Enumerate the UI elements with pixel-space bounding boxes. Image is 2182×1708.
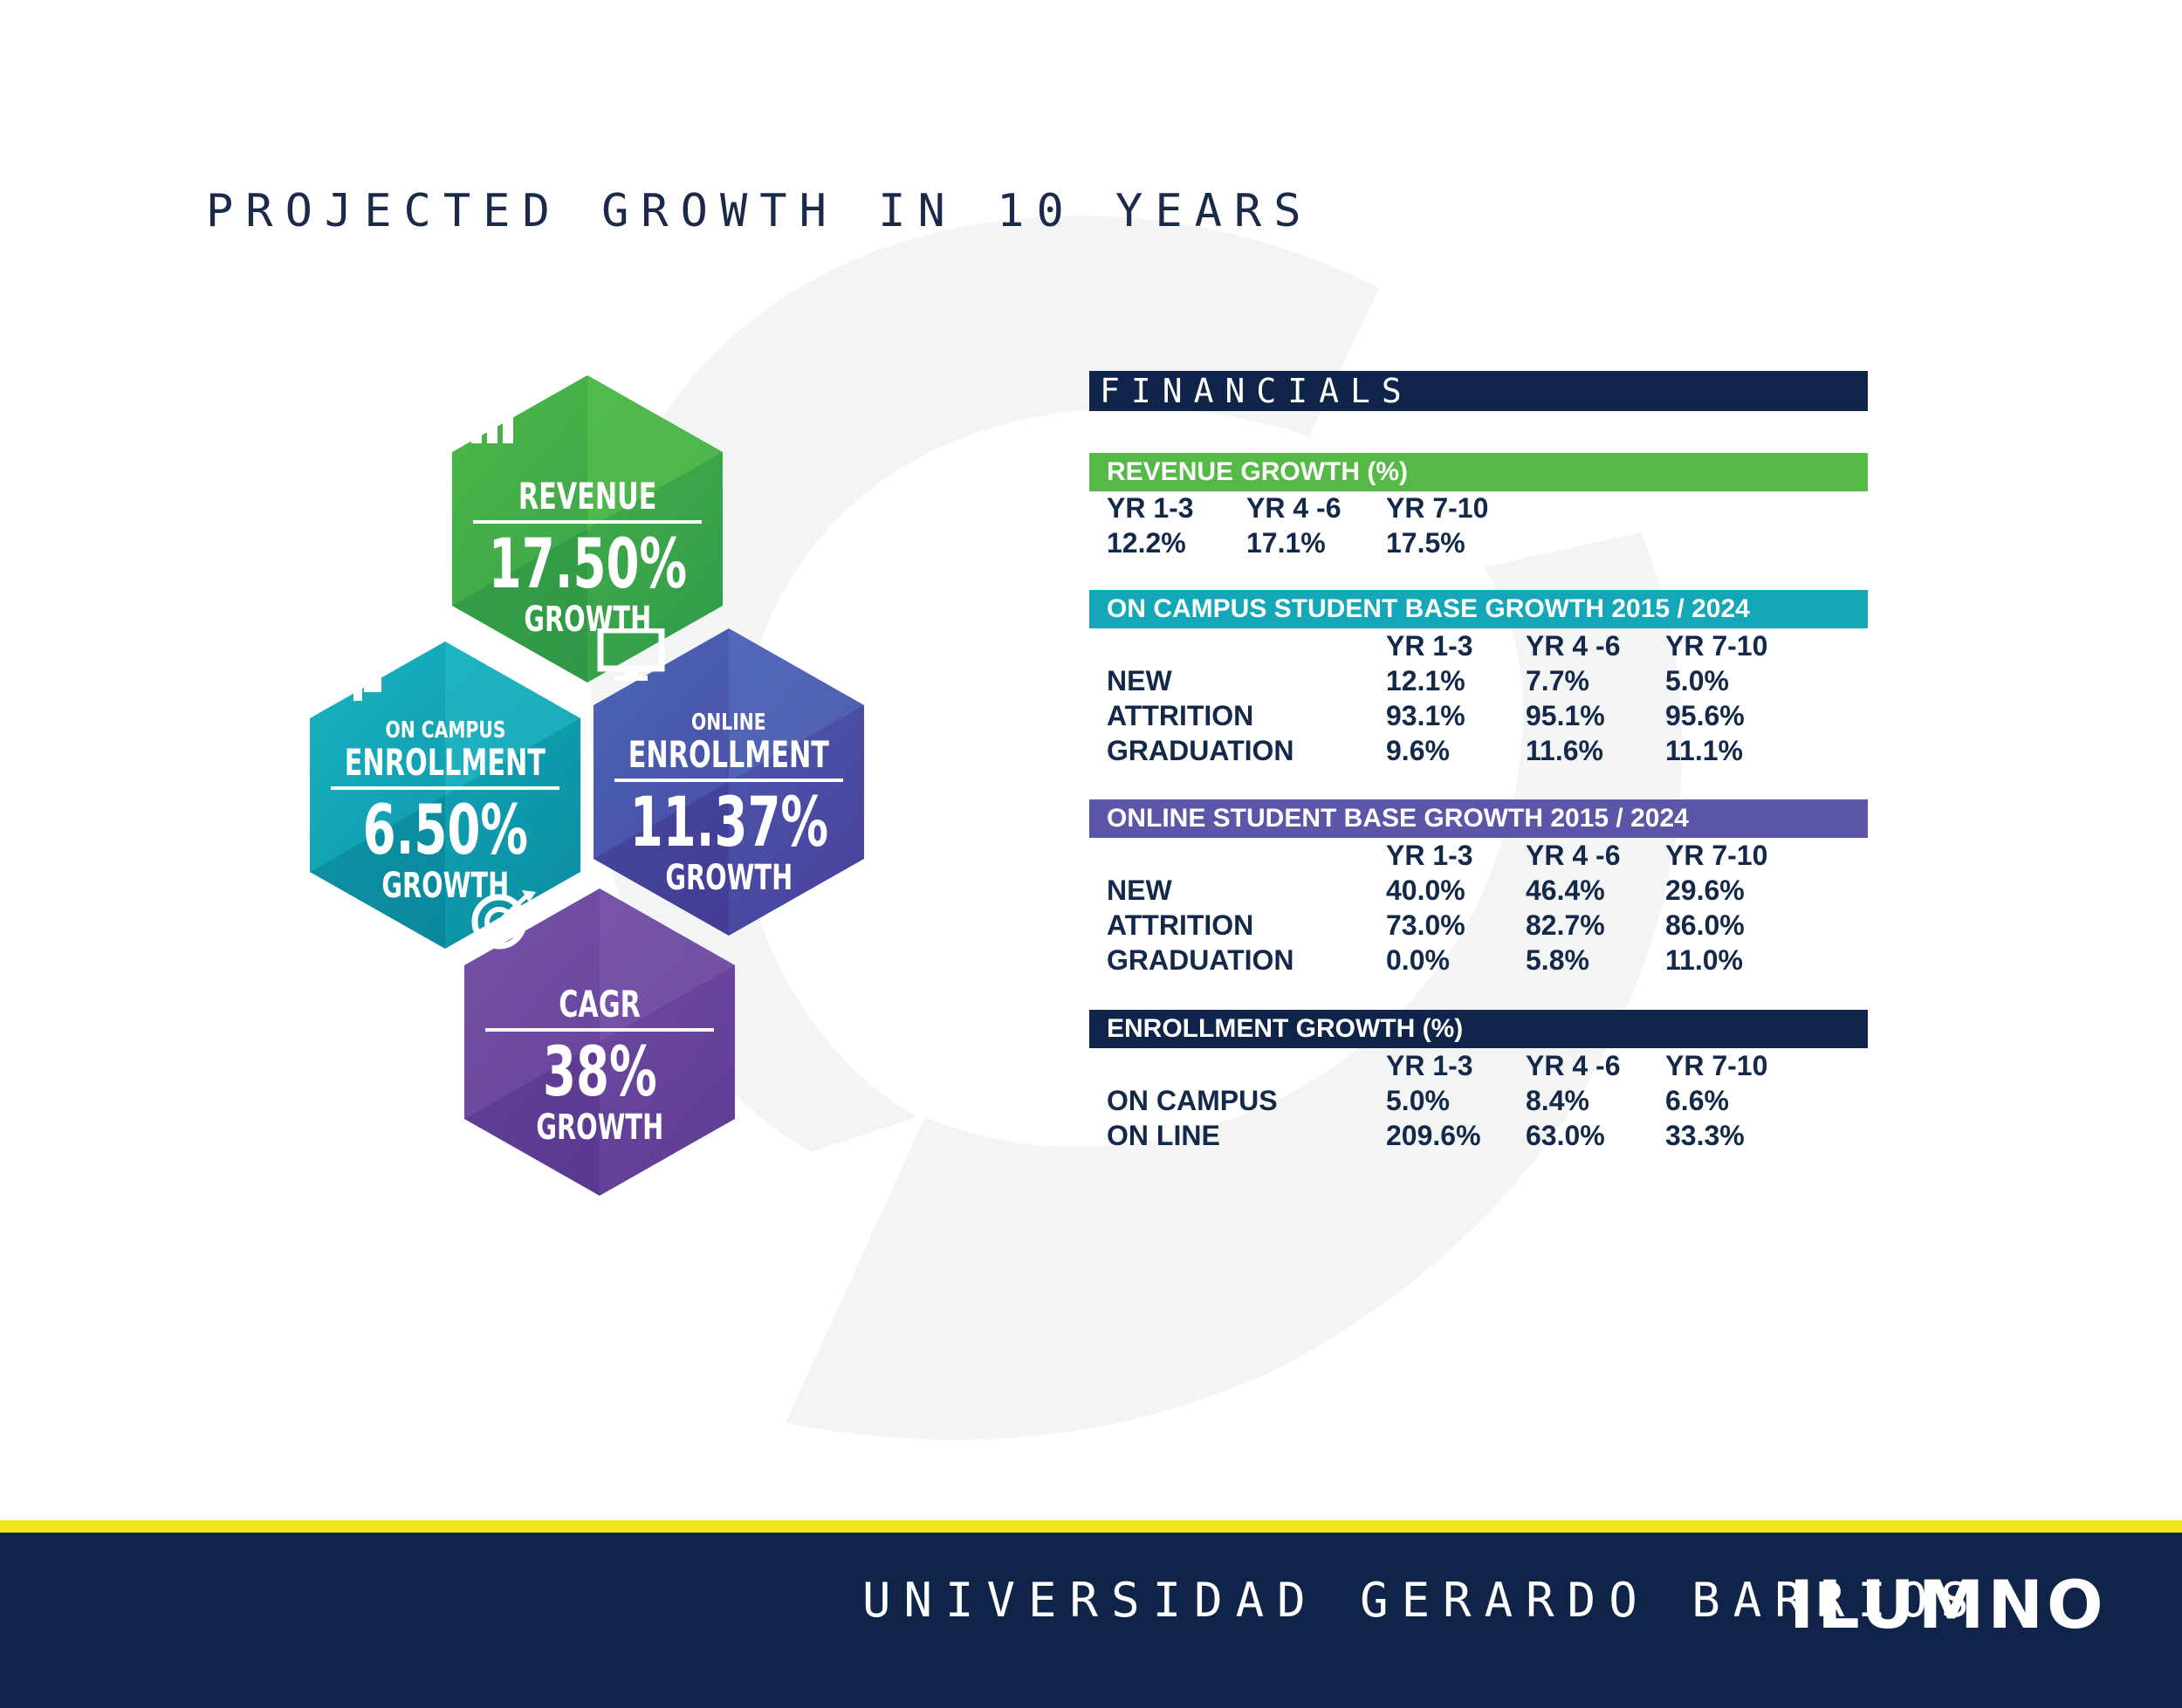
on-campus-header-3: YR 7-10: [1665, 630, 1768, 662]
revenue-value-1: 12.2%: [1107, 527, 1186, 559]
on-campus-value: 6.50%: [362, 792, 528, 870]
enrollment-cell: 33.3%: [1665, 1120, 1745, 1151]
footer-accent-line: [0, 1520, 2182, 1533]
divider: [614, 779, 843, 782]
online-cell: 5.8%: [1526, 944, 1589, 976]
online-cell: 11.0%: [1665, 944, 1743, 976]
enrollment-header-2: YR 4 -6: [1526, 1050, 1621, 1081]
on-campus-small-label: ON CAMPUS: [385, 717, 505, 744]
on-campus-header-1: YR 1-3: [1386, 630, 1473, 662]
enrollment-header-1: YR 1-3: [1386, 1050, 1473, 1081]
cagr-hexagon: CAGR 38% GROWTH: [464, 888, 735, 1196]
online-cell: 46.4%: [1526, 875, 1605, 906]
on-campus-label: ENROLLMENT: [344, 741, 546, 784]
cagr-label: CAGR: [559, 983, 641, 1025]
target-arrow-icon: [471, 890, 637, 984]
on-campus-cell: 9.6%: [1386, 735, 1450, 766]
on-campus-growth-bar: ON CAMPUS STUDENT BASE GROWTH 2015 / 202…: [1089, 590, 1868, 628]
on-campus-enrollment-hexagon: ON CAMPUS ENROLLMENT 6.50% GROWTH: [310, 641, 580, 949]
enrollment-row-label: ON LINE: [1107, 1120, 1220, 1151]
on-campus-cell: 11.1%: [1665, 735, 1743, 766]
online-cell: 86.0%: [1665, 909, 1745, 941]
on-campus-header-2: YR 4 -6: [1526, 630, 1621, 662]
online-row-label: GRADUATION: [1107, 944, 1294, 976]
divider: [473, 520, 702, 524]
revenue-header-2: YR 4 -6: [1246, 492, 1341, 524]
on-campus-row-label: ATTRITION: [1107, 700, 1254, 731]
online-cell: 0.0%: [1386, 944, 1450, 976]
university-name: UNIVERSIDAD GERARDO BARRIOS: [862, 1573, 1982, 1628]
online-sub: GROWTH: [665, 858, 793, 898]
on-campus-cell: 95.6%: [1665, 700, 1745, 731]
revenue-value-2: 17.1%: [1246, 527, 1326, 559]
cagr-sub: GROWTH: [536, 1108, 663, 1148]
online-cell: 73.0%: [1386, 909, 1465, 941]
handshake-icon: [326, 642, 483, 715]
enrollment-row-label: ON CAMPUS: [1107, 1085, 1278, 1116]
on-campus-cell: 11.6%: [1526, 735, 1603, 766]
on-campus-cell: 7.7%: [1526, 665, 1589, 696]
online-label: ENROLLMENT: [628, 733, 830, 776]
online-cell: 40.0%: [1386, 875, 1465, 906]
bar-chart-up-icon: [456, 375, 625, 477]
online-cell: 82.7%: [1526, 909, 1605, 941]
on-campus-cell: 12.1%: [1386, 665, 1465, 696]
page-title: PROJECTED GROWTH IN 10 YEARS: [206, 185, 1314, 237]
online-cell: 29.6%: [1665, 875, 1745, 906]
revenue-value-3: 17.5%: [1386, 527, 1465, 559]
online-header-2: YR 4 -6: [1526, 840, 1621, 871]
online-header-1: YR 1-3: [1386, 840, 1473, 871]
online-row-label: ATTRITION: [1107, 909, 1254, 941]
financials-header: FINANCIALS: [1089, 371, 1868, 411]
cagr-value: 38%: [542, 1033, 657, 1112]
enrollment-cell: 209.6%: [1386, 1120, 1481, 1151]
enrollment-growth-bar: ENROLLMENT GROWTH (%): [1089, 1010, 1868, 1048]
revenue-value: 17.50%: [488, 525, 687, 604]
online-enrollment-hexagon: ONLINE ENROLLMENT 11.37% GROWTH: [594, 628, 864, 936]
online-small-label: ONLINE: [691, 710, 766, 736]
revenue-hexagon: REVENUE 17.50% GROWTH: [452, 375, 723, 683]
enrollment-cell: 5.0%: [1386, 1085, 1450, 1116]
monitor-icon: [597, 628, 766, 707]
online-row-label: NEW: [1107, 875, 1172, 906]
revenue-label: REVENUE: [518, 475, 657, 518]
on-campus-row-label: GRADUATION: [1107, 735, 1294, 766]
revenue-header-3: YR 7-10: [1386, 492, 1489, 524]
divider: [485, 1028, 714, 1032]
on-campus-cell: 5.0%: [1665, 665, 1729, 696]
on-campus-row-label: NEW: [1107, 665, 1172, 696]
online-growth-bar: ONLINE STUDENT BASE GROWTH 2015 / 2024: [1089, 799, 1868, 838]
divider: [331, 786, 559, 790]
footer-bar: [0, 1533, 2182, 1708]
revenue-header-1: YR 1-3: [1107, 492, 1194, 524]
ilumno-logo: ILUMNO: [1789, 1566, 2107, 1643]
on-campus-cell: 93.1%: [1386, 700, 1465, 731]
enrollment-cell: 8.4%: [1526, 1085, 1589, 1116]
enrollment-cell: 63.0%: [1526, 1120, 1605, 1151]
revenue-growth-bar: REVENUE GROWTH (%): [1089, 453, 1868, 491]
enrollment-header-3: YR 7-10: [1665, 1050, 1768, 1081]
on-campus-cell: 95.1%: [1526, 700, 1605, 731]
online-header-3: YR 7-10: [1665, 840, 1768, 871]
online-value: 11.37%: [629, 784, 828, 862]
enrollment-cell: 6.6%: [1665, 1085, 1729, 1116]
